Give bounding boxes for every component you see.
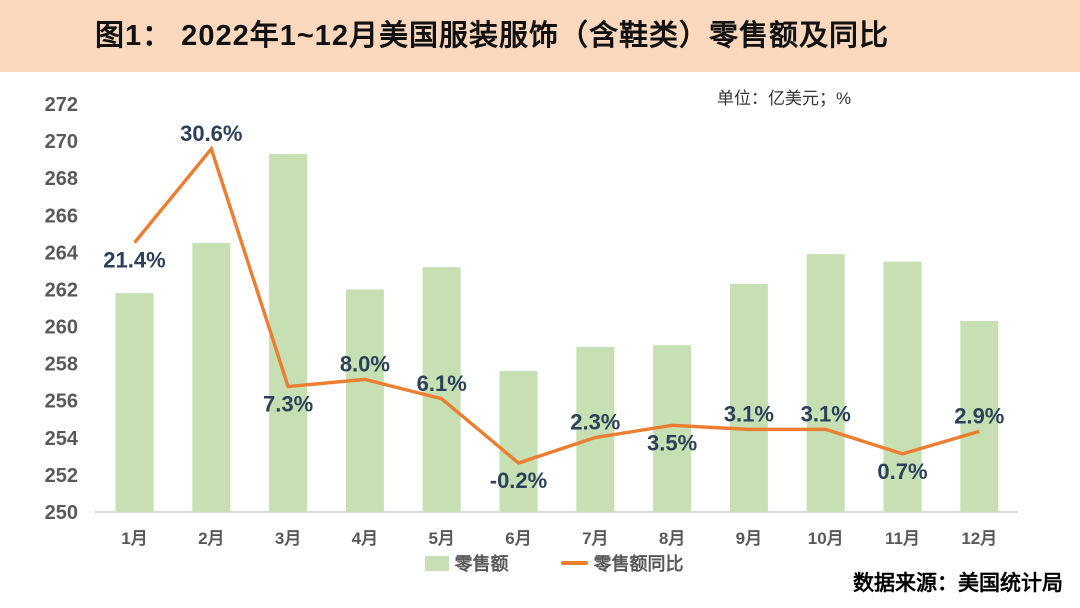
- bar-7月: [576, 346, 615, 512]
- yoy-data-label: 6.1%: [417, 371, 467, 396]
- x-axis-tick-label: 12月: [961, 529, 997, 548]
- bar-1月: [115, 293, 154, 512]
- y-axis-tick-label: 254: [45, 428, 79, 450]
- y-axis-tick-label: 256: [45, 391, 78, 413]
- bar-5月: [422, 267, 461, 512]
- x-axis-tick-label: 11月: [885, 529, 920, 548]
- yoy-data-label: 3.1%: [801, 401, 851, 426]
- yoy-data-label: 21.4%: [103, 248, 165, 273]
- y-axis-tick-label: 264: [45, 242, 79, 264]
- legend-label-yoy: 零售额同比: [593, 554, 684, 574]
- bar-6月: [499, 371, 538, 512]
- y-axis-tick-label: 260: [45, 317, 78, 339]
- figure-title: 图1： 2022年1~12月美国服装服饰（含鞋类）零售额及同比: [95, 20, 890, 52]
- yoy-data-label: 30.6%: [180, 121, 242, 146]
- yoy-line: [133, 145, 980, 465]
- bar-4月: [345, 289, 384, 512]
- bar-series-swatch-icon: [424, 555, 449, 571]
- y-axis-tick-label: 250: [45, 502, 78, 524]
- legend-item-retail-sales: 零售额: [424, 550, 509, 576]
- y-axis-tick-label: 262: [45, 279, 78, 301]
- yoy-data-label: -0.2%: [490, 468, 547, 493]
- x-axis-tick-label: 7月: [582, 529, 608, 548]
- x-axis-tick-label: 3月: [275, 529, 301, 548]
- legend-item-yoy: 零售额同比: [560, 550, 684, 576]
- figure-title-bar: 图1： 2022年1~12月美国服装服饰（含鞋类）零售额及同比: [0, 0, 1080, 72]
- x-axis-tick-label: 8月: [659, 529, 685, 548]
- legend: 零售额 零售额同比: [14, 550, 1080, 576]
- bar-9月: [729, 283, 768, 512]
- yoy-data-label: 0.7%: [877, 459, 927, 484]
- yoy-data-label: 8.0%: [340, 351, 390, 376]
- yoy-data-label: 2.9%: [954, 403, 1004, 428]
- yoy-data-label: 3.5%: [647, 430, 697, 455]
- x-axis-tick-label: 2月: [198, 529, 224, 548]
- yoy-data-label: 7.3%: [263, 392, 313, 417]
- yoy-data-label: 3.1%: [724, 401, 774, 426]
- x-axis-tick-label: 6月: [505, 529, 531, 548]
- y-axis-tick-label: 268: [45, 168, 78, 190]
- bar-2月: [192, 243, 231, 512]
- bar-3月: [269, 154, 308, 512]
- x-axis-tick-label: 5月: [428, 529, 454, 548]
- x-axis-tick-label: 9月: [736, 529, 762, 548]
- x-axis-tick-label: 10月: [808, 529, 844, 548]
- unit-note: 单位：亿美元；%: [717, 89, 852, 108]
- y-axis-tick-label: 252: [45, 465, 78, 487]
- y-axis-tick-label: 270: [45, 131, 78, 153]
- x-axis-tick-label: 1月: [121, 529, 147, 548]
- bar-10月: [806, 254, 845, 512]
- line-series-swatch-icon: [560, 561, 588, 565]
- yoy-data-label: 2.3%: [570, 410, 620, 435]
- data-source: 数据来源：美国统计局: [853, 572, 1063, 595]
- legend-label-retail-sales: 零售额: [454, 554, 509, 574]
- y-axis-tick-label: 258: [45, 354, 78, 376]
- y-axis-tick-label: 266: [45, 205, 78, 227]
- x-axis-tick-label: 4月: [352, 529, 378, 548]
- bar-11月: [883, 261, 922, 512]
- y-axis-tick-label: 272: [45, 94, 78, 116]
- bar-12月: [960, 320, 999, 512]
